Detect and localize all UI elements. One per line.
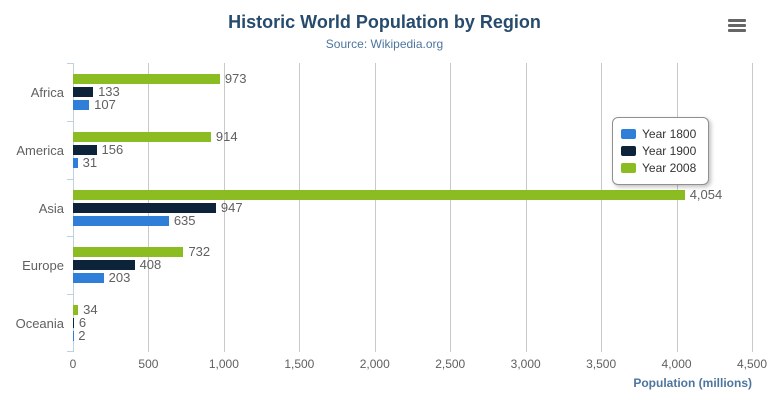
bar-value-label: 4,054	[689, 186, 723, 202]
gridline	[752, 63, 753, 352]
bar-america-year-1900[interactable]	[73, 144, 97, 155]
x-tick-label: 500	[138, 357, 159, 371]
bar-value-label: 6	[78, 315, 87, 331]
x-tick-label: 3,500	[586, 357, 617, 371]
bar-row: 947	[73, 199, 752, 215]
bar-value-label: 635	[173, 212, 196, 228]
legend-item-label: Year 2008	[642, 161, 697, 175]
legend-swatch	[621, 146, 636, 156]
gridline	[450, 63, 452, 352]
legend-item-label: Year 1800	[642, 127, 697, 141]
gridline	[299, 63, 301, 352]
bar-row: 635	[73, 212, 752, 228]
hamburger-icon	[728, 19, 746, 22]
bar-row: 2	[73, 328, 752, 344]
gridline	[601, 63, 603, 352]
bar-oceania-year-1900[interactable]	[73, 318, 74, 329]
bar-value-label: 732	[188, 244, 211, 260]
gridline	[223, 63, 225, 352]
x-axis-title: Population (millions)	[633, 376, 752, 390]
bar-europe-year-1900[interactable]	[73, 260, 135, 271]
hamburger-icon	[728, 29, 746, 32]
bar-value-label: 156	[101, 141, 124, 157]
export-menu-button[interactable]	[728, 19, 746, 33]
gridline	[676, 63, 678, 352]
bar-value-label: 914	[215, 128, 238, 144]
bar-value-label: 2	[78, 328, 86, 344]
bar-europe-year-2008[interactable]	[73, 247, 184, 258]
legend-swatch	[621, 129, 636, 139]
bar-africa-year-1900[interactable]	[73, 86, 94, 97]
legend-item-year-1800[interactable]: Year 1800	[621, 127, 696, 141]
bar-row: 133	[73, 83, 752, 99]
bar-row: 107	[73, 96, 752, 112]
legend-item-label: Year 1900	[642, 144, 697, 158]
category-label-asia: Asia	[38, 200, 64, 216]
bar-row: 31	[73, 154, 752, 170]
bar-row: 4,054	[73, 186, 752, 202]
category-label-america: America	[16, 142, 64, 158]
bar-row: 914	[73, 128, 752, 144]
bar-asia-year-2008[interactable]	[73, 189, 685, 200]
legend-item-year-2008[interactable]: Year 2008	[621, 161, 696, 175]
bar-value-label: 34	[83, 302, 98, 318]
category-label-europe: Europe	[22, 258, 64, 274]
bar-value-label: 408	[139, 257, 162, 273]
bar-value-label: 203	[108, 270, 131, 286]
bar-africa-year-2008[interactable]	[73, 73, 220, 84]
bar-row: 34	[73, 302, 752, 318]
bar-row: 408	[73, 257, 752, 273]
x-tick-label: 1,500	[284, 357, 315, 371]
category-tick	[67, 178, 73, 180]
category-label-africa: Africa	[30, 84, 64, 100]
x-tick-label: 2,000	[359, 357, 390, 371]
legend-swatch	[621, 163, 636, 173]
bar-row: 732	[73, 244, 752, 260]
chart-subtitle: Source: Wikipedia.org	[325, 37, 444, 51]
bar-value-label: 947	[220, 199, 243, 215]
gridline	[374, 63, 376, 352]
category-tick	[67, 120, 73, 122]
bar-oceania-year-2008[interactable]	[73, 305, 79, 316]
plot-area: 973 133 107 914 156 31 4,054 947 635 732 408 203 34 6…	[67, 63, 753, 352]
bar-row: 156	[73, 141, 752, 157]
bar-value-label: 31	[82, 154, 98, 170]
bar-europe-year-1800[interactable]	[73, 273, 104, 284]
x-tick-label: 0	[69, 357, 77, 371]
category-tick	[67, 63, 73, 64]
x-tick-label: 4,000	[661, 357, 692, 371]
category-tick	[67, 351, 73, 352]
category-tick	[67, 236, 73, 238]
bar-row: 203	[73, 270, 752, 286]
bar-asia-year-1800[interactable]	[73, 215, 169, 226]
legend: Year 1800 Year 1900 Year 2008	[612, 117, 710, 185]
bar-america-year-1800[interactable]	[73, 157, 78, 168]
gridline	[525, 63, 527, 352]
x-tick-label: 4,500	[736, 357, 768, 371]
bar-row: 6	[73, 315, 752, 331]
bar-asia-year-1900[interactable]	[73, 202, 216, 213]
x-tick-label: 3,000	[510, 357, 541, 371]
bar-value-label: 107	[94, 96, 116, 112]
bar-africa-year-1800[interactable]	[73, 99, 90, 110]
bar-america-year-2008[interactable]	[73, 131, 211, 142]
chart-title: Historic World Population by Region	[228, 12, 541, 32]
hamburger-icon	[728, 24, 746, 27]
bar-value-label: 133	[98, 83, 120, 99]
legend-item-year-1900[interactable]: Year 1900	[621, 144, 696, 158]
bar-value-label: 973	[224, 70, 247, 86]
category-label-oceania: Oceania	[15, 316, 64, 332]
x-tick-label: 1,000	[208, 357, 239, 371]
category-tick	[67, 294, 73, 296]
x-tick-label: 2,500	[435, 357, 466, 371]
bar-row: 973	[73, 70, 752, 86]
